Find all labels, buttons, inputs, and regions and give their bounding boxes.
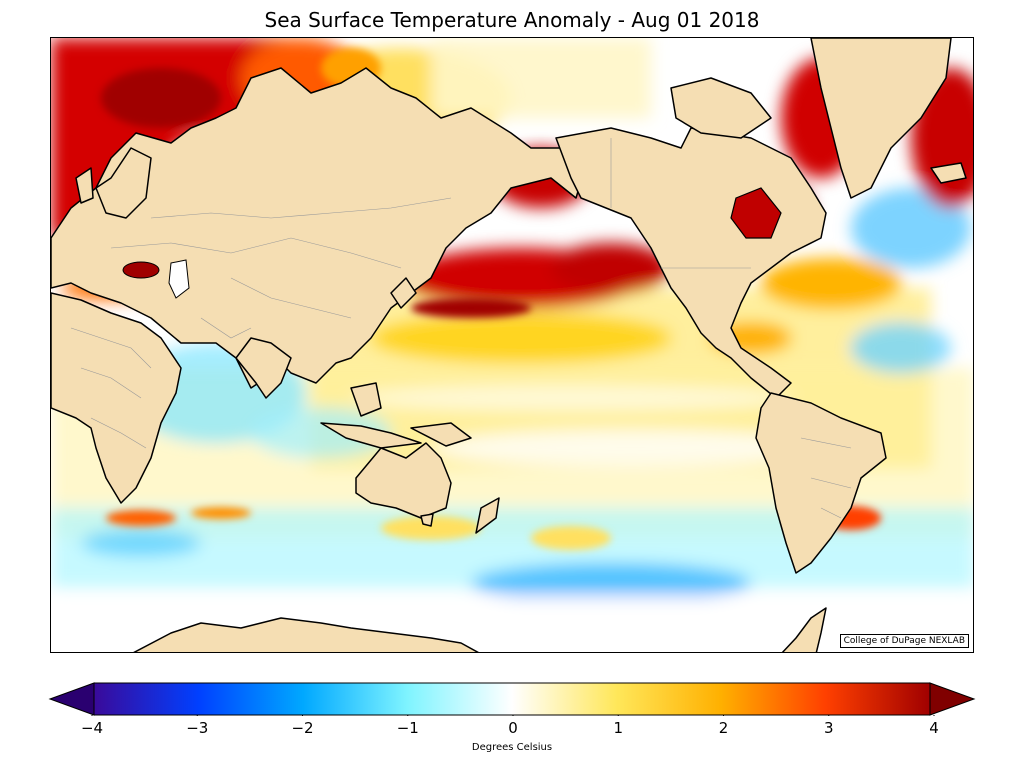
land-eurasia [51, 67, 592, 389]
colorbar-tick-label: −3 [186, 719, 209, 737]
land-australia [355, 442, 452, 519]
land-greenland [810, 38, 952, 199]
land-new-guinea [410, 422, 472, 447]
colorbar-tick-label: 1 [613, 719, 624, 737]
land-south-america [755, 392, 887, 574]
land-borneo [350, 382, 382, 417]
land-new-zealand [475, 497, 500, 534]
land-africa [51, 292, 182, 504]
land-tasmania [420, 513, 434, 527]
colorbar-tick-label: 2 [718, 719, 729, 737]
colorbar-tick-label: 4 [929, 719, 939, 737]
map-canvas [51, 38, 973, 652]
colorbar [48, 682, 976, 716]
colorbar-label: Degrees Celsius [471, 742, 553, 753]
colorbar-tick-label: 3 [823, 719, 834, 737]
colorbar-left-extend [48, 682, 95, 716]
land-antarctica-west [133, 617, 479, 652]
colorbar-tick-label: −4 [80, 719, 104, 737]
colorbar-right-extend [929, 682, 976, 716]
country-borders [70, 138, 852, 519]
map-title: Sea Surface Temperature Anomaly - Aug 01… [264, 8, 760, 32]
credit-label: College of DuPage NEXLAB [839, 634, 969, 648]
land-india [235, 337, 292, 399]
land-arctic-islands [670, 77, 772, 139]
land-scandinavia [95, 147, 152, 219]
colorbar-gradient [93, 682, 931, 716]
land-indonesia [320, 422, 422, 449]
land-iceland [930, 162, 967, 184]
colorbar-tick-label: −1 [396, 719, 419, 737]
inland-waters [730, 187, 782, 239]
sst-anomaly-map: College of DuPage NEXLAB [50, 37, 974, 653]
colorbar-tick-label: 0 [508, 719, 518, 737]
land-uk [75, 167, 94, 204]
colorbar-tick-label: −2 [291, 719, 314, 737]
land-antarctic-peninsula [781, 607, 827, 652]
land-japan [390, 277, 417, 309]
